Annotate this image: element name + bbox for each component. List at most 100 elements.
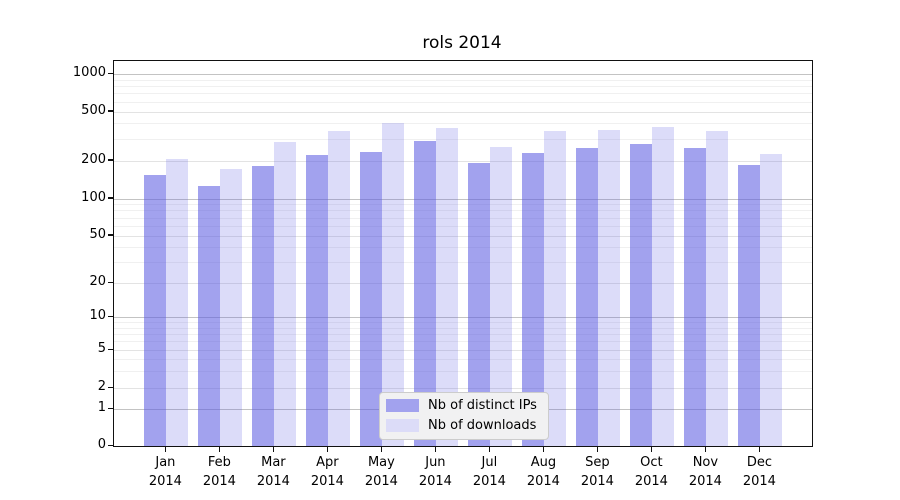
gridline-7 xyxy=(114,334,812,335)
y-tick-mark-50 xyxy=(108,234,113,236)
gridline-70 xyxy=(114,217,812,219)
x-tick-mark-dec xyxy=(758,446,761,452)
y-tick-mark-10 xyxy=(108,315,113,317)
gridline-90 xyxy=(114,204,812,206)
bar-dec-downloads xyxy=(760,154,783,446)
gridline-1000 xyxy=(114,74,812,75)
bar-oct-distinct-ips xyxy=(630,143,653,446)
gridline-200 xyxy=(114,160,812,162)
gridline-4 xyxy=(114,359,812,361)
gridline-10 xyxy=(114,317,812,318)
gridline-900 xyxy=(114,79,812,81)
gridline-400 xyxy=(114,123,812,125)
y-tick-mark-2 xyxy=(108,386,113,388)
x-tick-label-jul: Jul 2014 xyxy=(472,455,506,489)
x-tick-mark-nov xyxy=(704,446,707,452)
x-tick-mark-mar xyxy=(272,446,275,452)
gridline-2 xyxy=(114,388,812,389)
bar-apr-downloads xyxy=(328,131,351,446)
x-tick-label-sep: Sep 2014 xyxy=(580,455,614,489)
x-tick-label-nov: Nov 2014 xyxy=(688,455,722,489)
gridline-800 xyxy=(114,86,812,88)
bar-jan-downloads xyxy=(166,159,189,446)
x-tick-label-dec: Dec 2014 xyxy=(742,455,776,489)
bar-mar-distinct-ips xyxy=(252,166,275,446)
gridline-40 xyxy=(114,247,812,249)
bar-mar-downloads xyxy=(274,141,297,446)
bar-jul-distinct-ips xyxy=(468,163,491,446)
gridline-8 xyxy=(114,327,812,329)
gridline-700 xyxy=(114,93,812,95)
y-tick-label-100: 100 xyxy=(81,189,106,205)
y-tick-label-50: 50 xyxy=(89,226,106,242)
y-tick-mark-200 xyxy=(108,159,113,161)
legend-swatch-downloads xyxy=(386,419,419,432)
legend-swatch-distinct-ips xyxy=(386,399,419,412)
bar-apr-distinct-ips xyxy=(306,155,329,446)
x-tick-mark-feb xyxy=(218,446,221,452)
y-tick-mark-1000 xyxy=(108,72,113,74)
y-tick-label-500: 500 xyxy=(81,102,106,118)
y-tick-mark-0 xyxy=(108,444,113,446)
gridline-500 xyxy=(114,111,812,113)
legend-label-downloads: Nb of downloads xyxy=(428,418,537,433)
x-tick-label-oct: Oct 2014 xyxy=(634,455,668,489)
gridline-600 xyxy=(114,101,812,103)
bar-may-distinct-ips xyxy=(360,151,383,446)
bar-may-downloads xyxy=(382,123,405,446)
y-tick-label-10: 10 xyxy=(89,308,106,323)
x-tick-label-aug: Aug 2014 xyxy=(526,455,560,489)
gridline-300 xyxy=(114,138,812,140)
bar-sep-distinct-ips xyxy=(576,147,599,446)
y-tick-label-2: 2 xyxy=(97,379,106,394)
plot-area: Nb of distinct IPs Nb of downloads xyxy=(113,60,813,447)
bar-aug-distinct-ips xyxy=(522,153,545,446)
y-tick-label-200: 200 xyxy=(81,151,106,167)
y-tick-mark-20 xyxy=(108,281,113,283)
y-tick-label-20: 20 xyxy=(89,274,106,289)
legend-item-distinct-ips: Nb of distinct IPs xyxy=(386,398,537,413)
x-tick-mark-jul xyxy=(488,446,491,452)
x-tick-label-may: May 2014 xyxy=(364,455,398,489)
x-tick-mark-jan xyxy=(164,446,167,452)
x-tick-label-apr: Apr 2014 xyxy=(310,455,344,489)
bar-feb-distinct-ips xyxy=(198,186,221,446)
bar-dec-distinct-ips xyxy=(738,164,761,446)
legend-label-distinct-ips: Nb of distinct IPs xyxy=(428,398,537,413)
bar-nov-downloads xyxy=(706,131,729,446)
y-tick-label-5: 5 xyxy=(97,341,106,356)
x-tick-mark-apr xyxy=(326,446,329,452)
x-tick-label-mar: Mar 2014 xyxy=(256,455,290,489)
y-tick-mark-1 xyxy=(108,407,113,409)
y-tick-mark-100 xyxy=(108,197,113,199)
x-tick-label-jun: Jun 2014 xyxy=(418,455,452,489)
bar-oct-downloads xyxy=(652,126,675,446)
gridline-9 xyxy=(114,322,812,323)
y-tick-label-0: 0 xyxy=(97,437,106,452)
gridline-5 xyxy=(114,350,812,351)
legend-item-downloads: Nb of downloads xyxy=(386,418,537,433)
gridline-20 xyxy=(114,283,812,284)
bar-sep-downloads xyxy=(598,129,621,446)
x-tick-mark-may xyxy=(380,446,383,452)
y-tick-label-1000: 1000 xyxy=(72,65,106,80)
x-tick-label-jan: Jan 2014 xyxy=(148,455,182,489)
y-tick-label-1: 1 xyxy=(97,400,106,415)
x-tick-label-feb: Feb 2014 xyxy=(202,455,236,489)
bar-jun-distinct-ips xyxy=(414,140,437,446)
gridline-30 xyxy=(114,262,812,263)
x-tick-mark-jun xyxy=(434,446,437,452)
bar-jun-downloads xyxy=(436,127,459,446)
gridline-60 xyxy=(114,225,812,227)
gridline-50 xyxy=(114,235,812,237)
gridline-80 xyxy=(114,210,812,212)
chart-legend: Nb of distinct IPs Nb of downloads xyxy=(379,392,549,440)
bar-feb-downloads xyxy=(220,169,243,446)
bar-jul-downloads xyxy=(490,146,513,446)
bar-aug-downloads xyxy=(544,130,567,446)
chart-title: rols 2014 xyxy=(422,33,502,53)
gridline-100 xyxy=(114,198,812,200)
x-tick-mark-oct xyxy=(650,446,653,452)
x-tick-mark-aug xyxy=(542,446,545,452)
